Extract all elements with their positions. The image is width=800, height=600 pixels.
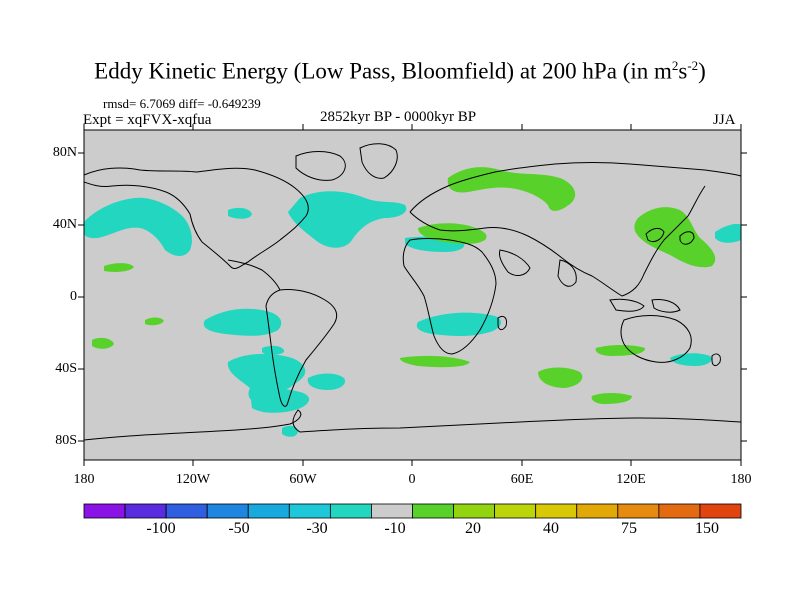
colorbar-label: 20 [465,520,481,537]
coastlines [83,143,742,441]
lat-tick-marks [78,152,747,442]
lon-label-60w: 60W [289,472,317,487]
colorbar-swatch [494,503,537,519]
colorbar-label: 75 [621,520,637,537]
colorbar-swatch [165,503,208,519]
colorbar-swatch [453,503,496,519]
lon-label-180e: 180 [730,472,752,487]
lon-tick-marks [83,124,742,466]
lon-label-120w: 120W [175,472,211,487]
map-background [84,130,741,460]
colorbar-label: -50 [228,520,250,537]
colorbar-swatch [124,503,167,519]
season-label: JJA [713,112,736,128]
lon-label-0: 0 [408,472,416,487]
lat-label-40n: 40N [52,217,77,232]
colorbar-label: -30 [306,520,328,537]
colorbar [83,503,742,519]
colorbar-swatch [617,503,660,519]
lat-label-0: 0 [70,289,77,304]
lat-label-80s: 80S [55,433,77,448]
colorbar-label: -100 [146,520,176,537]
colorbar-swatch [247,503,290,519]
colorbar-swatch [658,503,701,519]
period-label: 2852kyr BP - 0000kyr BP [320,109,477,125]
lat-label-40s: 40S [55,361,77,376]
lon-label-60e: 60E [510,472,534,487]
stats-text: rmsd= 6.7069 diff= -0.649239 [103,96,261,111]
experiment-label: Expt = xqFVX-xqfua [83,112,212,128]
plot-title: Eddy Kinetic Energy (Low Pass, Bloomfiel… [94,58,706,84]
colorbar-swatch [329,503,372,519]
colorbar-swatch [699,503,742,519]
colorbar-label: 40 [543,520,559,537]
colorbar-swatch [83,503,126,519]
colorbar-swatch [535,503,578,519]
colorbar-swatch [288,503,331,519]
colorbar-label: -10 [384,520,406,537]
lon-label-120e: 120E [616,472,646,487]
lon-label-180w: 180 [73,472,95,487]
colorbar-swatch [412,503,454,519]
positive-anomaly-regions [92,167,716,404]
colorbar-swatch [576,503,619,519]
colorbar-swatch [371,503,413,519]
colorbar-swatch [206,503,249,519]
lat-label-80n: 80N [52,145,77,160]
colorbar-label: 150 [695,520,719,537]
negative-anomaly-regions [84,191,741,437]
